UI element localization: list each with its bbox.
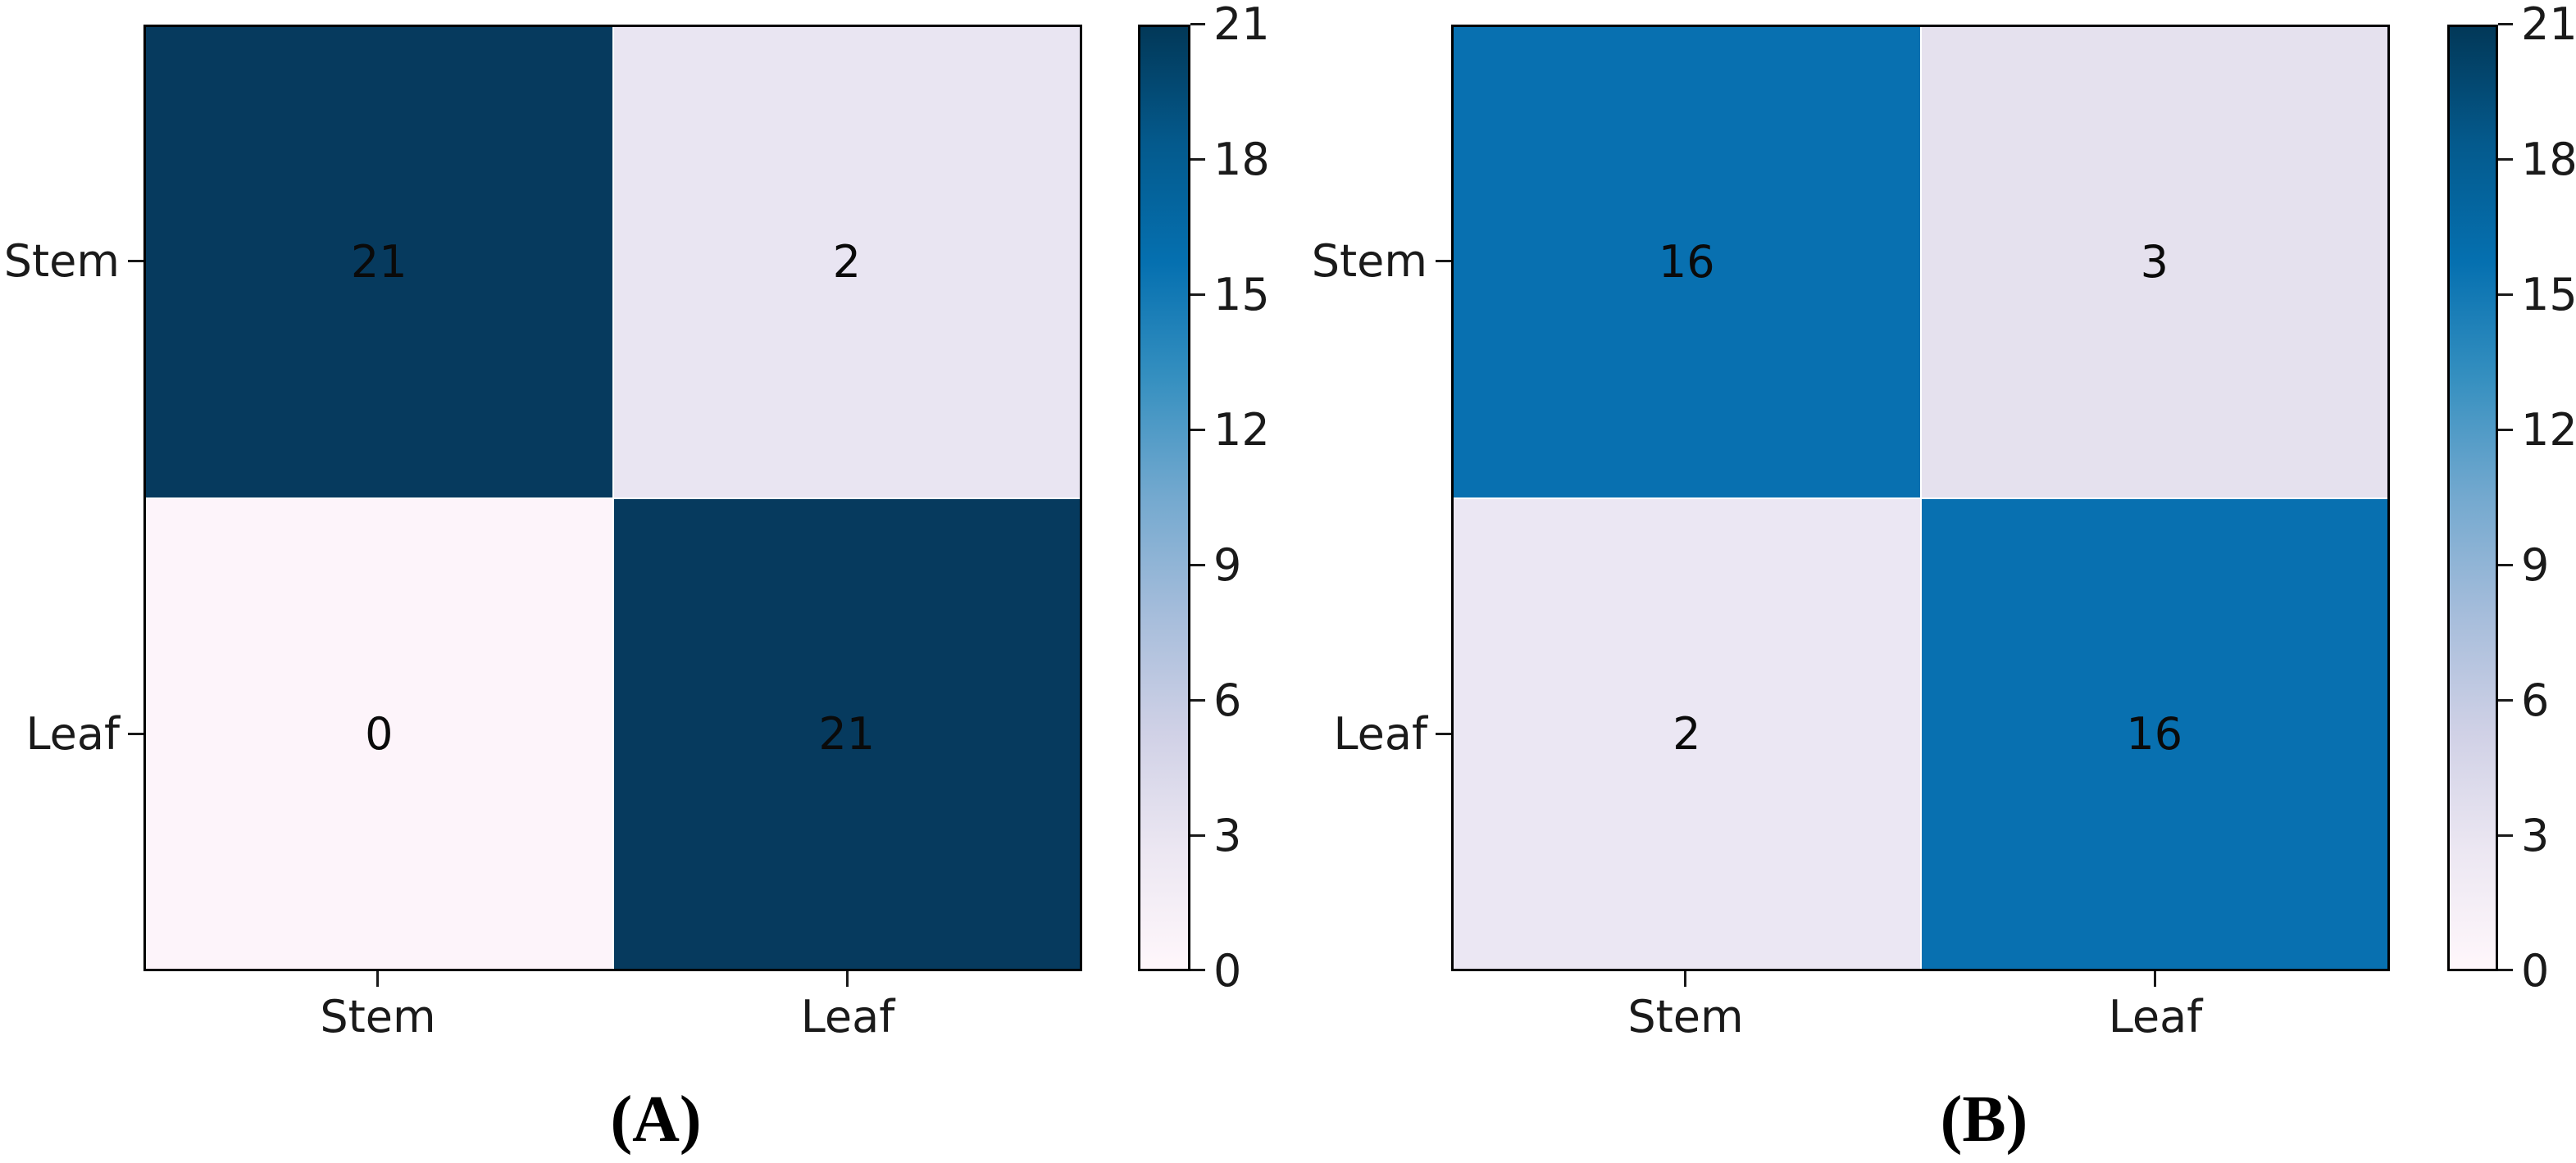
colorbar-tick-label: 18	[2521, 134, 2576, 185]
x-tick-mark	[1684, 971, 1686, 987]
heatmap-b: 16 3 2 16	[1451, 25, 2390, 971]
cell-value: 16	[2126, 707, 2183, 760]
colorbar-tick-label: 15	[2521, 269, 2576, 320]
x-tick-label-stem: Stem	[1627, 991, 1744, 1043]
x-tick-mark	[2154, 971, 2156, 987]
x-tick-mark	[376, 971, 379, 987]
heatmap-a-cell-leaf-stem: 0	[146, 498, 612, 969]
heatmap-a-cell-leaf-leaf: 21	[613, 498, 1080, 969]
colorbar-tick-mark	[1190, 969, 1205, 971]
colorbar-tick-label: 9	[2521, 539, 2550, 591]
colorbar-b	[2447, 25, 2498, 971]
x-tick-label-leaf: Leaf	[800, 991, 895, 1043]
colorbar-tick-label: 12	[2521, 404, 2576, 456]
colorbar-tick-mark	[1190, 293, 1205, 296]
cell-value: 3	[2140, 236, 2169, 288]
colorbar-tick-mark	[1190, 158, 1205, 161]
colorbar-tick-label: 15	[1213, 269, 1270, 320]
colorbar-tick-label: 6	[2521, 675, 2550, 726]
y-tick-label-stem: Stem	[3, 235, 120, 287]
colorbar-tick-mark	[2498, 564, 2513, 566]
colorbar-tick-mark	[2498, 969, 2513, 971]
colorbar-tick-mark	[2498, 834, 2513, 837]
cell-value: 0	[365, 707, 394, 760]
heatmap-a-cell-stem-leaf: 2	[613, 27, 1080, 497]
colorbar-tick-mark	[2498, 158, 2513, 161]
cell-value: 21	[818, 707, 876, 760]
colorbar-tick-label: 12	[1213, 404, 1270, 456]
colorbar-tick-label: 9	[1213, 539, 1242, 591]
colorbar-tick-mark	[1190, 834, 1205, 837]
x-tick-label-stem: Stem	[320, 991, 436, 1043]
y-tick-label-leaf: Leaf	[1333, 708, 1427, 760]
heatmap-b-cell-stem-stem: 16	[1454, 27, 1920, 497]
colorbar-tick-label: 0	[1213, 945, 1242, 997]
cell-value: 21	[350, 236, 407, 288]
y-tick-label-stem: Stem	[1311, 235, 1427, 287]
y-tick-mark	[1436, 733, 1451, 735]
colorbar-tick-mark	[1190, 699, 1205, 702]
colorbar-tick-mark	[2498, 429, 2513, 431]
heatmap-b-cell-leaf-stem: 2	[1454, 498, 1920, 969]
heatmap-a-cell-stem-stem: 21	[146, 27, 612, 497]
colorbar-tick-label: 3	[1213, 810, 1242, 861]
colorbar-tick-mark	[1190, 564, 1205, 566]
colorbar-tick-label: 21	[2521, 0, 2576, 50]
heatmap-a: 21 2 0 21	[143, 25, 1082, 971]
panel-a-caption: (A)	[610, 1083, 702, 1156]
colorbar-tick-label: 18	[1213, 134, 1270, 185]
x-tick-mark	[846, 971, 849, 987]
y-tick-mark	[1436, 260, 1451, 262]
cell-value: 2	[1673, 707, 1701, 760]
heatmap-b-cell-stem-leaf: 3	[1921, 27, 2387, 497]
x-tick-label-leaf: Leaf	[2108, 991, 2203, 1043]
y-tick-mark	[128, 260, 143, 262]
colorbar-a	[1138, 25, 1190, 971]
y-tick-mark	[128, 733, 143, 735]
colorbar-tick-label: 21	[1213, 0, 1270, 50]
colorbar-tick-label: 0	[2521, 945, 2550, 997]
y-tick-label-leaf: Leaf	[25, 708, 120, 760]
colorbar-tick-mark	[2498, 23, 2513, 25]
colorbar-tick-mark	[2498, 293, 2513, 296]
colorbar-tick-mark	[1190, 23, 1205, 25]
colorbar-tick-mark	[2498, 699, 2513, 702]
colorbar-tick-label: 6	[1213, 675, 1242, 726]
colorbar-tick-mark	[1190, 429, 1205, 431]
cell-value: 2	[832, 236, 861, 288]
panel-b-caption: (B)	[1940, 1083, 2028, 1156]
colorbar-tick-label: 3	[2521, 810, 2550, 861]
heatmap-b-cell-leaf-leaf: 16	[1921, 498, 2387, 969]
cell-value: 16	[1658, 236, 1715, 288]
